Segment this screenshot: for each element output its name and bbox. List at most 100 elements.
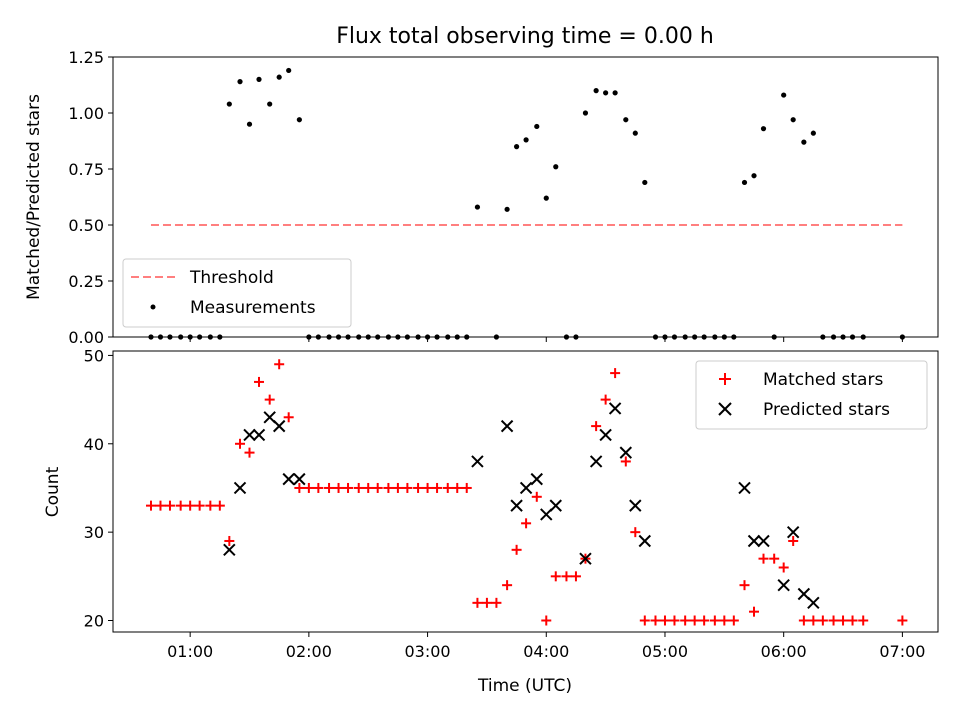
matched-star-point <box>224 535 235 546</box>
count-y-tick-label: 20 <box>84 612 104 631</box>
matched-star-point <box>541 615 552 626</box>
count-x-tick-label: 02:00 <box>286 642 332 661</box>
matched-star-point <box>630 527 641 538</box>
count-x-tick-label: 06:00 <box>761 642 807 661</box>
ratio-legend: Threshold Measurements <box>122 258 352 328</box>
measurement-point <box>790 117 796 123</box>
measurement-point <box>810 130 816 136</box>
measurement-point <box>543 195 549 201</box>
matched-star-point <box>413 482 424 493</box>
measurement-point <box>830 334 837 340</box>
measurement-point <box>692 334 698 340</box>
matched-star-point <box>452 482 463 493</box>
matched-star-point <box>669 615 680 626</box>
measurement-point <box>375 334 381 340</box>
matched-star-point <box>164 500 175 511</box>
measurement-point <box>760 126 767 132</box>
measurement-point <box>356 334 362 340</box>
predicted-star-point <box>579 552 592 565</box>
ratio-panel: 0.00 0.25 0.50 0.75 1.00 1.25 Matched/Predict… <box>24 48 939 347</box>
predicted-star-point <box>510 499 523 512</box>
matched-star-point <box>383 482 394 493</box>
ratio-y-tick-label: 1.25 <box>68 48 104 67</box>
predicted-star-point <box>629 499 642 512</box>
matched-star-point <box>353 482 364 493</box>
matched-star-point <box>897 615 908 626</box>
measurement-point <box>849 334 856 340</box>
matched-star-point <box>778 562 789 573</box>
measurement-point <box>840 334 846 340</box>
ratio-y-tick-label: 0.25 <box>68 272 104 291</box>
matched-star-point <box>244 447 255 458</box>
measurement-point <box>415 334 421 340</box>
measurement-point <box>642 179 648 186</box>
measurement-point <box>246 121 253 127</box>
measurement-point <box>157 334 164 340</box>
matched-star-point <box>294 482 305 493</box>
measurement-point <box>573 334 579 340</box>
measurement-point <box>899 334 905 340</box>
measurement-point <box>148 334 154 340</box>
measurement-point <box>276 74 282 80</box>
measurement-point <box>326 334 332 340</box>
matched-star-point <box>422 482 433 493</box>
measurement-point <box>335 334 342 340</box>
matched-star-point <box>600 394 611 405</box>
measurement-point <box>434 334 440 340</box>
count-x-tick-label: 04:00 <box>523 642 569 661</box>
ratio-y-tick-label: 0.00 <box>68 328 104 347</box>
measurement-point <box>217 334 223 340</box>
predicted-star-point <box>738 481 751 495</box>
predicted-star-point <box>807 596 820 610</box>
matched-star-point <box>392 482 403 493</box>
matched-star-point <box>610 368 621 379</box>
matched-star-point <box>817 615 828 626</box>
measurement-point <box>296 117 302 123</box>
measurement-point <box>513 144 520 150</box>
predicted-star-point <box>589 455 603 468</box>
matched-star-point <box>254 376 265 387</box>
matched-star-point <box>283 412 294 423</box>
measurement-point <box>741 179 748 186</box>
matched-star-point <box>680 615 691 626</box>
ratio-y-tick-label: 0.50 <box>68 216 104 235</box>
matched-star-point <box>363 482 374 493</box>
matched-star-point <box>828 615 839 626</box>
measurement-point <box>781 92 787 98</box>
matched-star-point <box>521 518 532 529</box>
matched-star-point <box>194 500 205 511</box>
matched-star-point <box>185 500 196 511</box>
predicted-star-point <box>638 534 652 548</box>
measurement-point <box>226 101 232 107</box>
count-x-tick-label: 05:00 <box>642 642 688 661</box>
matched-star-point <box>303 482 314 493</box>
matched-star-point <box>531 491 542 502</box>
predicted-star-point <box>223 543 236 557</box>
matched-star-point <box>620 456 631 467</box>
matched-star-point <box>709 615 720 626</box>
measurement-point <box>207 334 213 340</box>
measurement-point <box>493 334 500 340</box>
matched-star-point <box>699 615 710 626</box>
measurement-point <box>820 334 826 340</box>
matched-star-point <box>264 394 275 405</box>
matched-star-point <box>313 482 324 493</box>
measurement-point <box>404 334 410 340</box>
legend-predicted-swatch <box>718 402 732 416</box>
measurement-point <box>345 334 351 340</box>
measurement-point <box>286 67 292 74</box>
matched-star-point <box>481 597 492 608</box>
matched-star-point <box>769 553 780 564</box>
legend-matched-label: Matched stars <box>763 370 883 390</box>
matched-star-point <box>402 482 413 493</box>
count-y-axis-label: Count <box>43 466 63 517</box>
measurement-point <box>632 130 638 136</box>
measurement-point <box>315 334 321 340</box>
predicted-star-point <box>233 481 247 495</box>
measurement-point <box>801 139 807 145</box>
measurement-point <box>464 334 470 340</box>
measurement-point <box>662 334 668 340</box>
matched-star-point <box>808 615 819 626</box>
